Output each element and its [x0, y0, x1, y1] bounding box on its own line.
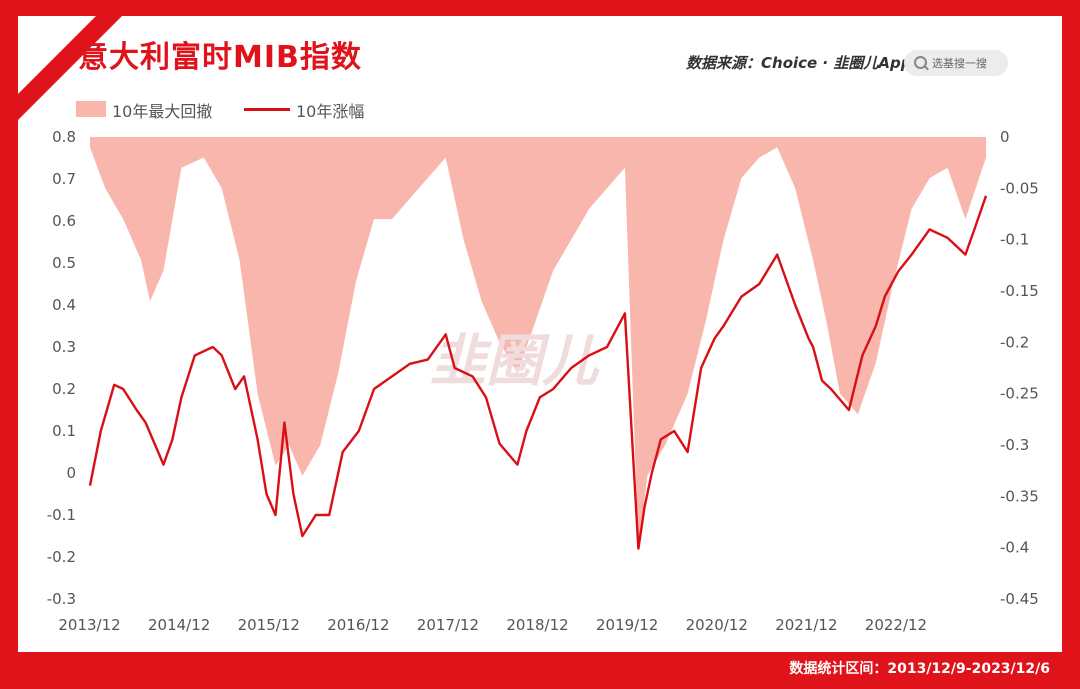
y-axis-right: 0 -0.05 -0.1 -0.15 -0.2 -0.25 -0.3 -0.35 -0.4 -0.… — [1000, 128, 1039, 608]
x-tick-label: 2013/12 — [58, 616, 120, 634]
y-right-tick-label: -0.45 — [1000, 590, 1039, 608]
chart-title: 意大利富时MIB指数 — [78, 40, 362, 75]
y-right-tick-label: -0.25 — [1000, 385, 1039, 403]
y-axis-left: 0.8 0.7 0.6 0.5 0.4 0.3 0.2 0.1 0 -0.1 -0.2 -0.3 — [47, 128, 76, 608]
y-right-tick-label: -0.2 — [1000, 333, 1029, 351]
x-tick-label: 2014/12 — [148, 616, 210, 634]
x-tick-label: 2015/12 — [238, 616, 300, 634]
watermark-layer: 韭圈儿 — [430, 329, 600, 394]
search-button[interactable]: 选基搜一搜 — [904, 50, 1008, 76]
x-tick-label: 2016/12 — [327, 616, 389, 634]
y-left-tick-label: -0.1 — [47, 506, 76, 524]
corner-decoration-inner — [18, 16, 96, 94]
x-tick-label: 2019/12 — [596, 616, 658, 634]
x-tick-label: 2020/12 — [686, 616, 748, 634]
y-left-tick-label: -0.2 — [47, 548, 76, 566]
y-right-tick-label: -0.1 — [1000, 231, 1029, 249]
drawdown-area — [90, 137, 986, 548]
x-axis: 2013/12 2014/12 2015/12 2016/12 2017/12 2018/… — [58, 616, 927, 634]
y-left-tick-label: 0.8 — [52, 128, 76, 146]
y-left-tick-label: 0.4 — [52, 296, 76, 314]
y-right-tick-label: -0.4 — [1000, 539, 1029, 557]
legend-swatch-gain — [244, 108, 290, 111]
x-tick-label: 2018/12 — [506, 616, 568, 634]
y-left-tick-label: 0.7 — [52, 170, 76, 188]
x-tick-label: 2017/12 — [417, 616, 479, 634]
y-left-tick-label: 0.6 — [52, 212, 76, 230]
y-right-tick-label: -0.05 — [1000, 179, 1039, 197]
y-right-tick-label: 0 — [1000, 128, 1010, 146]
chart-card — [18, 16, 1062, 652]
y-right-tick-label: -0.35 — [1000, 487, 1039, 505]
gain-line — [88, 195, 988, 550]
legend-label-gain: 10年涨幅 — [296, 102, 365, 121]
y-right-tick-label: -0.15 — [1000, 282, 1039, 300]
source-label: 数据来源：Choice · 韭圈儿App — [686, 54, 912, 72]
y-left-tick-label: 0.1 — [52, 422, 76, 440]
x-tick-label: 2021/12 — [775, 616, 837, 634]
y-left-tick-label: 0.2 — [52, 380, 76, 398]
search-placeholder: 选基搜一搜 — [932, 57, 987, 70]
x-tick-label: 2022/12 — [865, 616, 927, 634]
legend-label-drawdown: 10年最大回撤 — [112, 102, 213, 121]
y-left-tick-label: 0 — [66, 464, 76, 482]
y-left-tick-label: 0.5 — [52, 254, 76, 272]
y-left-tick-label: -0.3 — [47, 590, 76, 608]
watermark-text: 韭圈儿 — [430, 329, 600, 394]
legend-swatch-drawdown — [76, 101, 106, 117]
search-icon — [914, 56, 927, 69]
drawdown-area-layer — [90, 137, 986, 548]
date-range-footer: 数据统计区间：2013/12/9-2023/12/6 — [789, 661, 1050, 677]
y-right-tick-label: -0.3 — [1000, 436, 1029, 454]
gain-line-layer — [88, 195, 988, 550]
y-left-tick-label: 0.3 — [52, 338, 76, 356]
